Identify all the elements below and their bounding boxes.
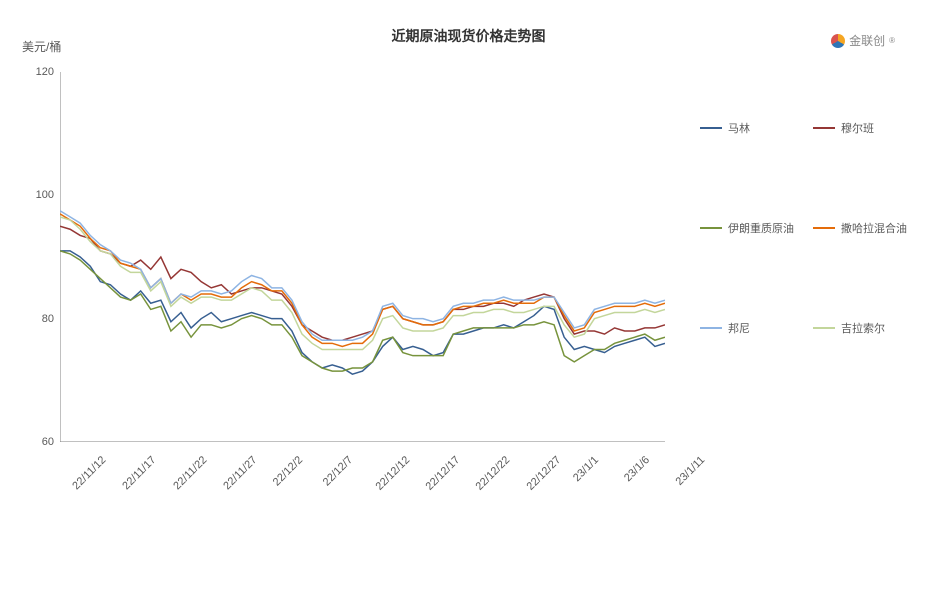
brand-watermark: 金联创®: [831, 32, 895, 49]
x-tick-label: 22/11/22: [171, 454, 209, 492]
x-tick-label: 22/11/17: [121, 454, 159, 492]
x-tick-label: 22/11/12: [70, 454, 108, 492]
legend-swatch: [700, 127, 722, 130]
series-line: [60, 211, 665, 341]
x-tick-label: 23/1/6: [622, 454, 652, 484]
legend-swatch: [813, 227, 835, 230]
legend-item: 邦尼: [700, 320, 807, 336]
x-tick-label: 22/12/2: [270, 454, 304, 488]
x-tick-label: 22/11/27: [222, 454, 260, 492]
y-tick-label: 60: [24, 436, 54, 448]
series-line: [60, 217, 665, 350]
series-line: [60, 226, 665, 340]
legend-label: 邦尼: [728, 320, 750, 336]
legend-label: 伊朗重质原油: [728, 220, 794, 236]
legend-item: 吉拉索尔: [813, 320, 920, 336]
legend-item: 穆尔班: [813, 120, 920, 136]
legend-label: 马林: [728, 120, 750, 136]
x-tick-label: 23/1/1: [571, 454, 601, 484]
legend-swatch: [813, 127, 835, 130]
plot-area: [60, 72, 665, 442]
legend-swatch: [813, 327, 835, 330]
x-tick-label: 22/12/17: [423, 454, 462, 493]
legend-label: 穆尔班: [841, 120, 874, 136]
x-tick-label: 22/12/27: [524, 454, 563, 493]
legend-item: 马林: [700, 120, 807, 136]
y-axis-unit: 美元/桶: [22, 38, 61, 55]
y-tick-label: 100: [24, 189, 54, 201]
x-tick-label: 23/1/11: [674, 454, 708, 488]
brand-logo-icon: [831, 34, 845, 48]
legend-swatch: [700, 327, 722, 330]
x-tick-label: 22/12/12: [373, 454, 412, 493]
legend-item: 撒哈拉混合油: [813, 220, 920, 236]
x-tick-label: 22/12/22: [474, 454, 513, 493]
x-tick-label: 22/12/7: [321, 454, 355, 488]
legend-item: 伊朗重质原油: [700, 220, 807, 236]
chart-svg: [60, 72, 665, 442]
legend-label: 吉拉索尔: [841, 320, 885, 336]
legend-swatch: [700, 227, 722, 230]
chart-title: 近期原油现货价格走势图: [392, 26, 546, 46]
legend-label: 撒哈拉混合油: [841, 220, 907, 236]
brand-text: 金联创: [849, 32, 885, 49]
y-tick-label: 120: [24, 66, 54, 78]
series-line: [60, 214, 665, 347]
legend: 马林 穆尔班伊朗重质原油 撒哈拉混合油邦尼 吉拉索尔: [700, 120, 920, 336]
y-tick-label: 80: [24, 313, 54, 325]
chart-container: 近期原油现货价格走势图 美元/桶 金联创® 60 80 100 120 22/11/1…: [0, 0, 937, 601]
